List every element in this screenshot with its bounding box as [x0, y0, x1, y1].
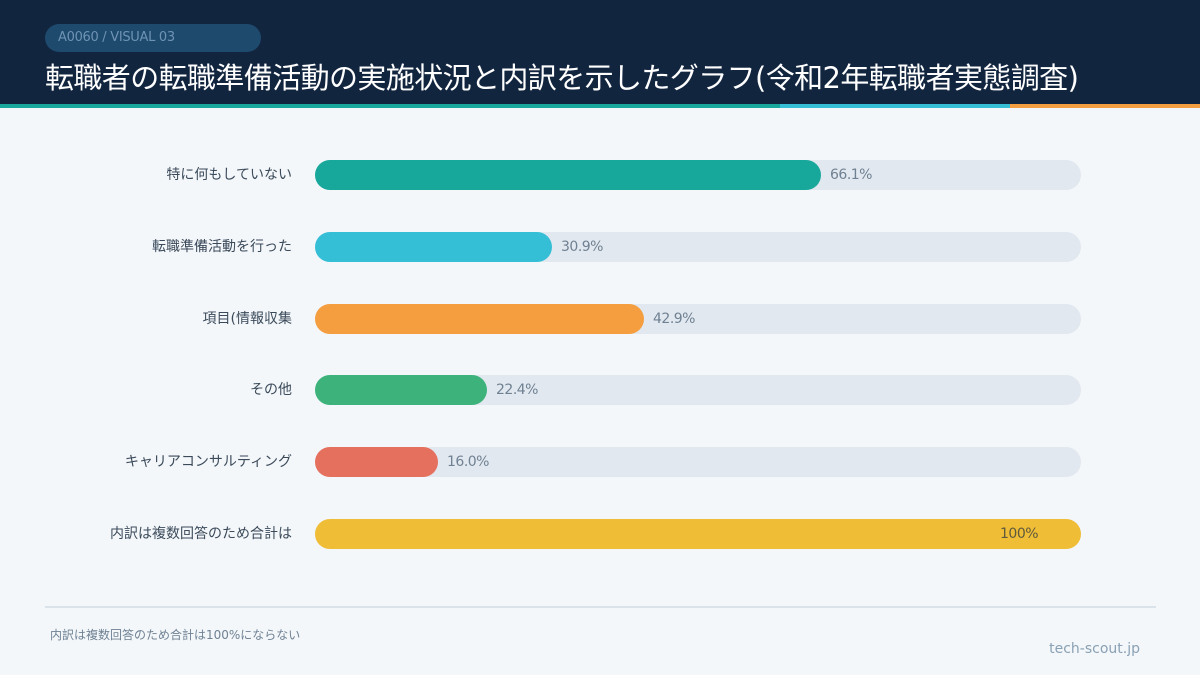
page-title: 転職者の転職準備活動の実施状況と内訳を示したグラフ(令和2年転職者実態調査) — [45, 61, 1079, 95]
bar-chart: 特に何もしていない 66.1% 転職準備活動を行った 30.9% 項目(情報収集 42.9… — [0, 140, 1200, 580]
value-label: 42.9% — [653, 311, 695, 327]
footnote: 内訳は複数回答のため合計は100%にならない — [50, 628, 301, 642]
value-label: 66.1% — [830, 167, 872, 183]
bar — [315, 160, 821, 190]
bar-row: 項目(情報収集 42.9% — [0, 304, 1200, 334]
accent-stripe-teal — [0, 104, 780, 108]
bar — [315, 232, 552, 262]
bar-row: 転職準備活動を行った 30.9% — [0, 232, 1200, 262]
category-label: 項目(情報収集 — [202, 311, 292, 327]
bar — [315, 304, 644, 334]
bar — [315, 519, 1081, 549]
category-label: その他 — [250, 382, 292, 398]
value-label: 22.4% — [496, 382, 538, 398]
bar — [315, 447, 438, 477]
bar-track: 30.9% — [315, 232, 1081, 262]
bar-track: 22.4% — [315, 375, 1081, 405]
value-label: 30.9% — [561, 239, 603, 255]
accent-stripe-cyan — [780, 104, 1010, 108]
bar-row: その他 22.4% — [0, 375, 1200, 405]
bar-row: 内訳は複数回答のため合計は 100% — [0, 519, 1200, 549]
category-label: キャリアコンサルティング — [124, 454, 292, 470]
footer-divider — [45, 606, 1156, 608]
header-bar: A0060 / VISUAL 03 転職者の転職準備活動の実施状況と内訳を示した… — [0, 0, 1200, 104]
category-label: 特に何もしていない — [166, 167, 292, 183]
bar-track: 42.9% — [315, 304, 1081, 334]
value-label: 16.0% — [447, 454, 489, 470]
accent-stripe — [0, 104, 1200, 108]
bar-track: 16.0% — [315, 447, 1081, 477]
value-label: 100% — [1000, 526, 1039, 542]
visual-tag: A0060 / VISUAL 03 — [45, 24, 261, 52]
bar-track: 66.1% — [315, 160, 1081, 190]
bar-row: 特に何もしていない 66.1% — [0, 160, 1200, 190]
accent-stripe-orange — [1010, 104, 1200, 108]
category-label: 内訳は複数回答のため合計は — [110, 526, 292, 542]
bar-row: キャリアコンサルティング 16.0% — [0, 447, 1200, 477]
bar-track: 100% — [315, 519, 1081, 549]
category-label: 転職準備活動を行った — [152, 239, 292, 255]
bar — [315, 375, 487, 405]
source-link[interactable]: tech-scout.jp — [1049, 641, 1140, 657]
